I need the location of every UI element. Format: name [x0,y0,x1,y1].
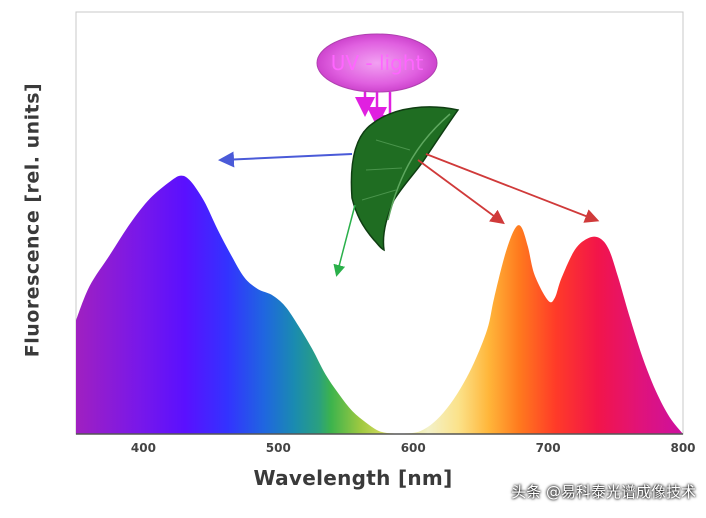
x-tick-label: 400 [131,441,156,455]
leaf-illustration [350,106,460,252]
y-axis-label: Fluorescence [rel. units] [12,40,52,400]
blue-emission-arrow [218,151,353,168]
x-axis-label: Wavelength [nm] [253,466,453,490]
y-axis-label-text: Fluorescence [rel. units] [21,82,44,358]
watermark: 头条 @易科泰光谱成像技术 [511,483,696,501]
uv-light-label: UV - light [331,51,424,75]
x-tick-label: 500 [266,441,291,455]
x-tick-labels: 400 500 600 700 800 [131,441,696,455]
spectrum-area [76,175,683,434]
emission-arrows [218,151,600,277]
x-tick-label: 800 [670,441,695,455]
uv-light-source: UV - light [316,33,438,93]
green-emission-arrow [333,204,356,277]
x-tick-label: 600 [401,441,426,455]
red-emission-arrow-2 [425,153,600,223]
x-tick-label: 700 [536,441,561,455]
red-emission-arrow-1 [417,159,505,225]
